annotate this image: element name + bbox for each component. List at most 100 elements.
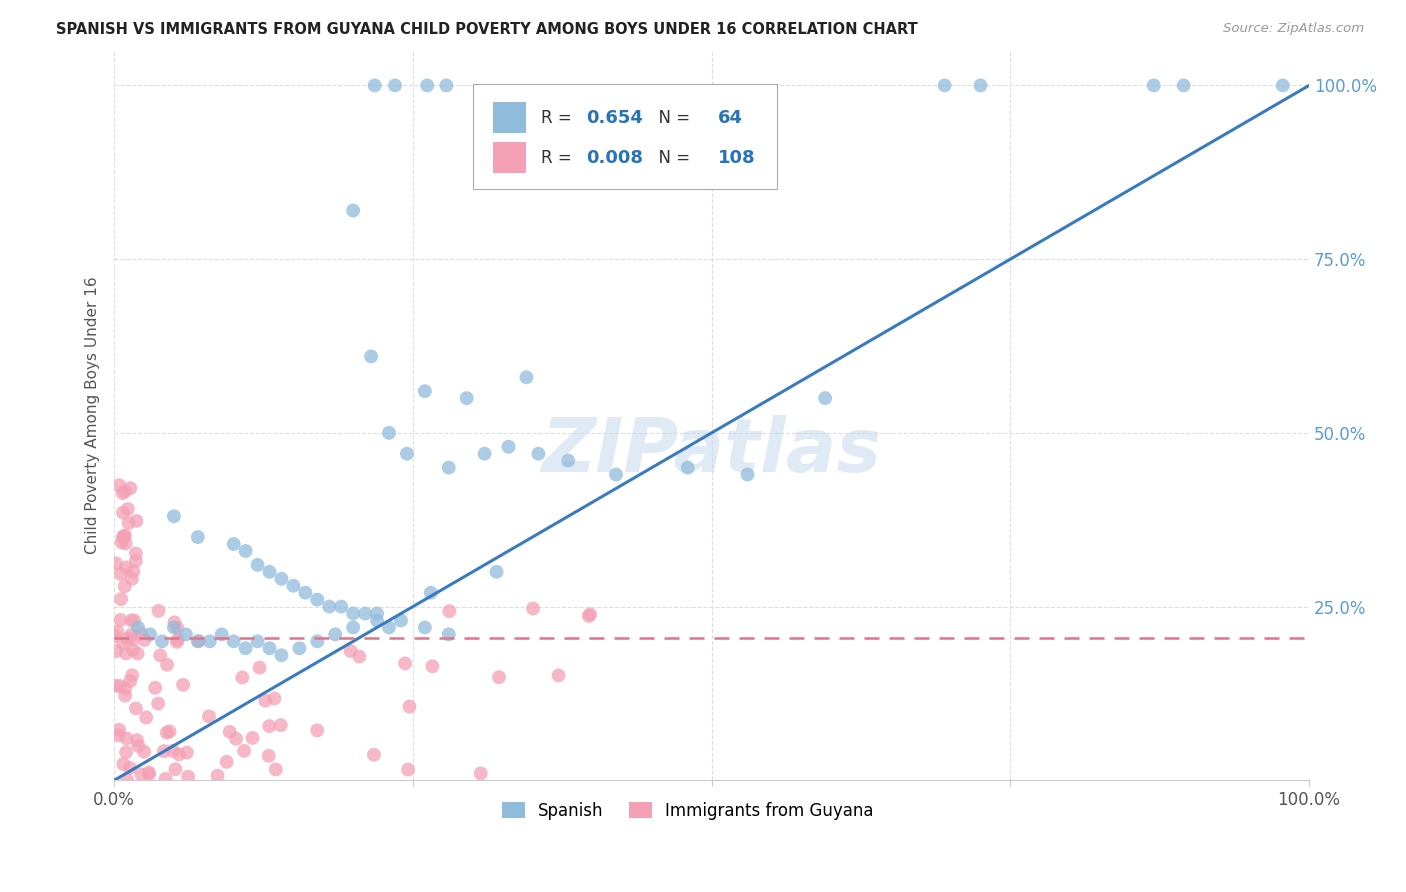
Point (218, 724, 240, 739)
Point (166, 635, 188, 649)
Point (177, 770, 200, 784)
Bar (494, 103, 526, 133)
Point (121, 632, 143, 647)
Point (233, 744, 256, 758)
Point (485, 565, 508, 579)
Point (110, 592, 132, 607)
Point (112, 636, 135, 650)
Point (737, 467, 759, 482)
Text: 0.654: 0.654 (586, 109, 643, 127)
Point (439, 604, 461, 618)
Point (605, 467, 627, 482)
Point (246, 634, 269, 648)
Point (264, 763, 287, 777)
Point (339, 644, 361, 658)
Point (259, 641, 281, 656)
Point (165, 762, 187, 776)
Point (105, 624, 128, 639)
Point (434, 78, 457, 93)
Point (187, 530, 209, 544)
Point (263, 691, 285, 706)
Point (120, 674, 142, 689)
Point (146, 697, 169, 711)
Point (121, 614, 143, 628)
Text: R =: R = (541, 109, 576, 127)
Point (118, 761, 141, 775)
Point (294, 585, 316, 599)
Point (155, 772, 177, 786)
Point (125, 733, 148, 747)
Point (363, 78, 385, 93)
Point (122, 565, 145, 579)
Point (127, 620, 149, 634)
Point (396, 763, 419, 777)
Point (207, 769, 229, 783)
Point (498, 440, 520, 454)
Point (104, 629, 127, 643)
Bar (494, 142, 526, 172)
Point (395, 447, 418, 461)
Point (242, 731, 264, 745)
Text: SPANISH VS IMMIGRANTS FROM GUYANA CHILD POVERTY AMONG BOYS UNDER 16 CORRELATION : SPANISH VS IMMIGRANTS FROM GUYANA CHILD … (56, 22, 918, 37)
Point (231, 671, 253, 685)
Point (166, 632, 188, 647)
Point (360, 350, 382, 364)
Point (474, 447, 496, 461)
Point (378, 620, 401, 634)
Point (115, 731, 138, 746)
Point (254, 693, 277, 707)
Point (121, 572, 143, 586)
Point (557, 453, 579, 467)
Point (187, 634, 209, 648)
Point (363, 747, 385, 762)
Point (257, 748, 280, 763)
Legend: Spanish, Immigrants from Guyana: Spanish, Immigrants from Guyana (495, 796, 880, 827)
Point (342, 203, 364, 218)
Point (121, 643, 143, 657)
Point (163, 615, 186, 630)
Point (307, 634, 329, 648)
Point (115, 647, 138, 661)
Point (114, 484, 136, 499)
Point (121, 668, 143, 682)
Point (437, 627, 460, 641)
Point (235, 544, 257, 558)
Point (270, 572, 292, 586)
Point (111, 535, 134, 549)
Point (323, 627, 346, 641)
Point (413, 620, 436, 634)
Point (112, 757, 135, 772)
Point (225, 731, 247, 746)
Point (174, 627, 197, 641)
Point (172, 678, 194, 692)
Point (156, 657, 179, 672)
Point (122, 614, 145, 628)
Point (112, 506, 135, 520)
Point (163, 509, 186, 524)
Point (222, 537, 245, 551)
Point (114, 579, 136, 593)
Point (129, 626, 152, 640)
Point (127, 739, 149, 753)
Point (522, 601, 544, 615)
Point (117, 632, 139, 646)
Point (163, 620, 186, 634)
Point (349, 649, 371, 664)
Point (105, 644, 128, 658)
Point (107, 728, 129, 742)
Point (166, 621, 188, 635)
Point (114, 689, 136, 703)
Point (135, 710, 157, 724)
Point (676, 460, 699, 475)
Point (112, 530, 135, 544)
Point (125, 701, 148, 715)
Point (187, 634, 209, 648)
Point (342, 607, 364, 621)
Point (456, 391, 478, 405)
Point (307, 723, 329, 738)
Point (131, 767, 153, 781)
Point (366, 607, 388, 621)
Point (149, 648, 172, 663)
Text: 0.008: 0.008 (586, 149, 643, 167)
Point (120, 628, 142, 642)
